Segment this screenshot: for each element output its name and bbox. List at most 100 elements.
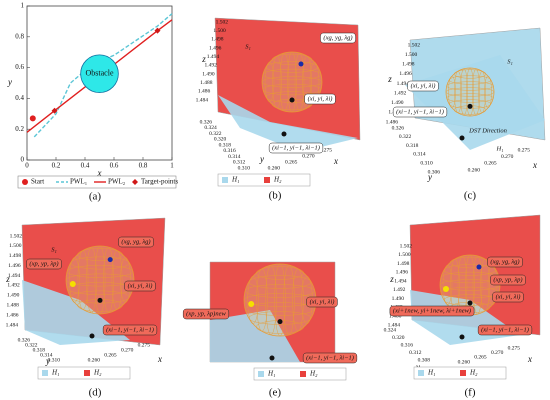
annotation-box xyxy=(268,142,324,154)
sphere-latitude xyxy=(446,93,494,103)
sphere-meridian xyxy=(265,264,277,336)
tick-label: 0.312 xyxy=(233,160,246,166)
y-tick-label: 0.6 xyxy=(15,63,24,71)
tick-label: 0.326 xyxy=(392,125,405,131)
point xyxy=(476,264,482,270)
legend-label: H₁ xyxy=(427,369,436,377)
tick-label: 1.496 xyxy=(209,45,222,51)
point xyxy=(97,297,103,303)
tick-label: 1.484 xyxy=(196,97,209,103)
tick-label: 0.270 xyxy=(501,154,514,160)
legend-swatch xyxy=(84,370,90,376)
legend-swatch xyxy=(132,179,138,185)
point xyxy=(467,300,473,306)
annotation: (xi−1, yi−1, λi−1) xyxy=(396,108,444,115)
tick-label: 0.260 xyxy=(458,359,471,365)
sphere-meridian xyxy=(283,264,295,336)
annotation: (xi−1, yi−1, λi−1) xyxy=(306,354,354,361)
annotation-box xyxy=(118,236,154,248)
tick-label: 1.486 xyxy=(389,313,402,319)
x-tick-label: 1 xyxy=(170,162,174,170)
tick-label: 1.502 xyxy=(400,243,413,249)
y-tick-label: 1 xyxy=(21,2,25,10)
tick-label: 1.484 xyxy=(388,322,401,328)
annotation: (xp, yp, λp)new xyxy=(186,310,226,317)
tick-label: 0.275 xyxy=(138,342,151,348)
sphere-meridian xyxy=(264,61,275,103)
sphere-meridian xyxy=(94,245,106,315)
series-line xyxy=(33,13,173,138)
legend-swatch xyxy=(460,370,466,376)
annotation: S₁ xyxy=(51,246,57,253)
legend-swatch xyxy=(222,177,228,183)
tick-label: 0.326 xyxy=(200,119,213,125)
annotation: (xi−1, yi−1, λi−1) xyxy=(272,144,320,151)
legend-label: H₁ xyxy=(231,176,240,184)
legend-label: H₂ xyxy=(93,369,102,377)
target-point xyxy=(154,27,161,34)
annotation: (xg, yg, λg) xyxy=(323,34,352,41)
sphere-meridian xyxy=(247,275,259,325)
tick-label: 0.310 xyxy=(420,160,433,166)
point xyxy=(69,281,76,287)
legend-swatch xyxy=(300,371,306,377)
sphere-latitude xyxy=(70,290,130,304)
annotation-box xyxy=(389,305,475,317)
annotation: DST Direction xyxy=(468,127,507,134)
sphere-latitude xyxy=(443,264,497,276)
sphere-latitude xyxy=(244,302,316,316)
tick-label: 1.502 xyxy=(216,19,229,25)
tick-label: 0.316 xyxy=(223,148,236,154)
sphere-meridian xyxy=(472,255,483,315)
tick-label: 0.320 xyxy=(392,335,405,341)
tick-label: 1.498 xyxy=(9,253,22,259)
tick-label: 1.494 xyxy=(397,81,410,87)
caption: (f) xyxy=(465,387,476,399)
sphere-meridian xyxy=(279,52,290,112)
tick-label: 1.500 xyxy=(9,243,22,249)
tick-label: 0.270 xyxy=(121,347,134,353)
tick-label: 1.500 xyxy=(213,28,226,34)
annotation-box xyxy=(477,324,533,336)
point xyxy=(107,257,113,263)
point xyxy=(467,103,473,109)
caption: (a) xyxy=(89,191,102,203)
target-point xyxy=(51,107,58,114)
sphere-meridian xyxy=(274,263,286,337)
annotation-box xyxy=(392,106,448,118)
point xyxy=(277,319,283,325)
annotation: H₁ xyxy=(496,145,504,152)
plot-frame xyxy=(26,5,173,161)
axis-label: x xyxy=(527,354,532,364)
sphere-meridian xyxy=(69,257,80,303)
axis-label: y xyxy=(45,356,50,366)
tick-label: 0.322 xyxy=(399,134,412,140)
sphere-latitude xyxy=(271,53,313,66)
point xyxy=(298,61,304,67)
x-tick-label: 0.8 xyxy=(139,162,148,170)
annotation-box xyxy=(487,256,523,268)
tick-label: 0.270 xyxy=(302,153,315,159)
start-point xyxy=(29,115,36,122)
tick-label: 0.324 xyxy=(204,125,217,131)
y-tick-label: 0.2 xyxy=(15,125,24,133)
sphere-meridian xyxy=(294,52,305,112)
annotation-box xyxy=(320,32,356,44)
tick-label: 1.490 xyxy=(202,71,215,77)
tick-label: 0.310 xyxy=(238,165,251,171)
tick-label: 0.312 xyxy=(409,350,422,356)
axis-label: x xyxy=(333,156,338,166)
sphere-latitude xyxy=(261,76,323,88)
annotation-box xyxy=(102,324,158,336)
sphere-meridian xyxy=(120,257,131,303)
legend-swatch xyxy=(264,177,270,183)
sphere-latitude xyxy=(262,68,322,81)
axis-label: z xyxy=(201,54,206,64)
x-axis-label: x xyxy=(97,168,102,178)
sphere-latitude xyxy=(445,87,495,97)
y-axis-label: y xyxy=(7,77,12,87)
legend-label: H₁ xyxy=(267,370,276,378)
plane-h1 xyxy=(405,55,545,150)
tick-label: 0.318 xyxy=(33,347,46,353)
